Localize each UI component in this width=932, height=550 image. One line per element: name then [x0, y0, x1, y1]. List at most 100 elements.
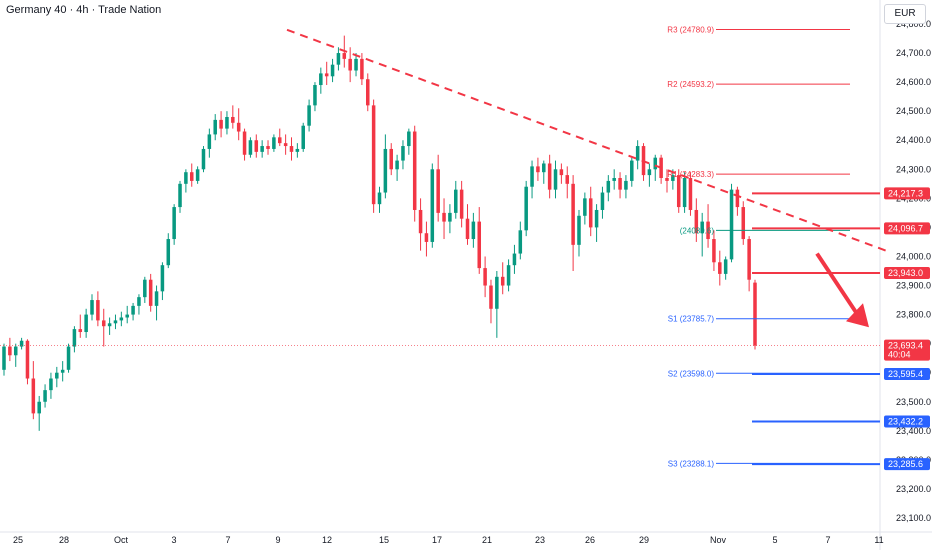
candle-body	[600, 192, 605, 210]
level-price-label: 24,217.3	[888, 188, 923, 198]
level-price-tag	[884, 187, 930, 200]
candle-body	[66, 346, 71, 370]
candle-body	[13, 346, 18, 356]
x-tick-label: Oct	[114, 535, 129, 545]
x-tick-label: 17	[432, 535, 442, 545]
current-price-label: 23,693.4	[888, 341, 923, 351]
chart-title: Germany 40 · 4h · Trade Nation	[6, 4, 162, 16]
candle-body	[712, 239, 716, 263]
forecast-arrow-shaft	[815, 252, 860, 317]
x-tick-label: 28	[59, 535, 69, 545]
candle-body	[395, 160, 399, 170]
forecast-arrow-head	[846, 303, 869, 328]
y-tick-label: 24,000.0	[896, 251, 931, 261]
candle-body	[682, 178, 687, 208]
candle-body	[571, 183, 575, 245]
x-tick-label: 11	[874, 535, 883, 545]
candle-body	[125, 314, 129, 318]
candle-body	[301, 125, 305, 149]
candle-body	[236, 122, 241, 132]
y-tick-label: 23,500.0	[896, 397, 931, 407]
candle-body	[307, 105, 311, 126]
candle-body	[448, 212, 452, 222]
candle-body	[465, 218, 470, 240]
y-tick-label: 23,100.0	[896, 513, 931, 523]
candle-body	[366, 79, 370, 106]
candle-body	[547, 163, 552, 190]
candle-body	[747, 239, 751, 280]
candle-body	[137, 297, 141, 306]
candle-body	[348, 58, 352, 71]
candle-body	[266, 146, 270, 149]
candle-body	[131, 305, 135, 315]
candle-body	[383, 148, 388, 193]
candle-body	[37, 401, 41, 414]
x-tick-label: 25	[13, 535, 23, 545]
candle-body	[207, 134, 212, 149]
x-tick-label: 15	[379, 535, 389, 545]
y-tick-label: 24,500.0	[896, 106, 931, 116]
x-tick-label: Nov	[710, 535, 727, 545]
candle-body	[43, 390, 47, 402]
candle-body	[506, 265, 511, 286]
candle-body	[700, 221, 704, 234]
candle-body	[635, 146, 640, 161]
candle-body	[512, 253, 517, 266]
candle-body	[231, 116, 235, 123]
candle-body	[60, 369, 65, 373]
candle-body	[184, 172, 188, 184]
candle-body	[454, 189, 458, 213]
bar-countdown-label: 40:04	[888, 350, 911, 360]
candle-body	[31, 378, 36, 414]
candle-body	[606, 180, 611, 193]
candle-body	[389, 148, 393, 170]
candle-body	[377, 192, 382, 205]
y-tick-label: 23,200.0	[896, 484, 931, 494]
candle-body	[477, 221, 482, 269]
candle-body	[72, 329, 77, 347]
x-tick-label: 29	[639, 535, 649, 545]
candle-body	[195, 169, 200, 181]
candle-body	[489, 285, 493, 309]
candle-body	[272, 137, 276, 149]
trendline	[286, 28, 887, 252]
candle-body	[553, 169, 558, 190]
x-tick-label: 12	[322, 535, 332, 545]
candle-body	[653, 157, 658, 170]
candle-body	[407, 131, 411, 147]
candle-body	[84, 314, 88, 333]
candle-body	[225, 116, 229, 129]
y-tick-label: 23,400.0	[896, 426, 931, 436]
candle-body	[577, 215, 581, 245]
candle-body	[723, 259, 728, 274]
candle-body	[248, 140, 253, 155]
candle-body	[718, 262, 722, 274]
candle-body	[260, 146, 264, 152]
candle-body	[313, 85, 317, 106]
candle-body	[706, 221, 710, 240]
candle-body	[96, 300, 100, 321]
currency-button[interactable]: EUR	[884, 4, 926, 24]
level-price-tag	[884, 368, 930, 381]
level-price-label: 24,096.7	[888, 223, 923, 233]
candle-body	[283, 143, 288, 147]
pivot-label: R2 (24593.2)	[667, 80, 714, 89]
candle-body	[583, 198, 587, 216]
candle-body	[594, 209, 599, 228]
candle-body	[418, 209, 423, 234]
candle-body	[25, 340, 30, 379]
candle-body	[694, 209, 699, 234]
candle-body	[436, 169, 440, 213]
candle-body	[324, 73, 329, 77]
level-price-tag	[884, 222, 930, 235]
candle-body	[741, 207, 746, 240]
candle-body	[113, 320, 118, 324]
level-price-tag	[884, 415, 930, 428]
candle-body	[277, 137, 282, 144]
candle-body	[647, 169, 652, 176]
candle-body	[354, 58, 358, 71]
y-tick-label: 24,700.0	[896, 48, 931, 58]
candle-body	[319, 73, 323, 86]
